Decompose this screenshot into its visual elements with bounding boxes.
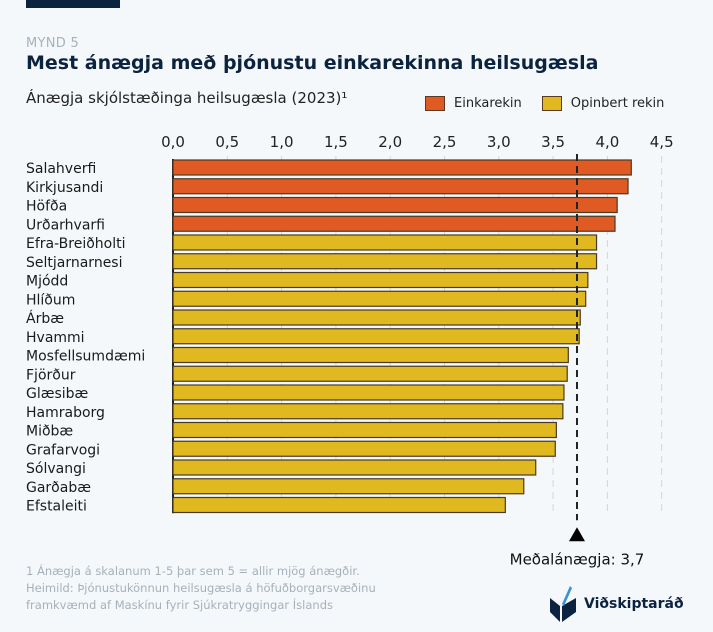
category-label: Árbæ (26, 310, 64, 327)
bar-h-f-a (172, 196, 618, 214)
category-label: Efra-Breiðholti (26, 236, 126, 252)
bars (172, 159, 632, 514)
category-label: Höfða (26, 199, 67, 215)
category-label: Hvammi (26, 330, 85, 346)
brand-top-bar (26, 0, 120, 8)
x-tick-label: 2,0 (378, 133, 402, 151)
category-label: Garðabæ (26, 480, 91, 496)
legend-label-einkarekin: Einkarekin (454, 96, 522, 111)
average-reference: Meðalánægja: 3,7 (510, 154, 645, 568)
x-tick-label: 3,0 (487, 133, 511, 151)
vidskiptarad-logo-icon (550, 586, 576, 622)
chart-subtitle: Ánægja skjólstæðinga heilsugæsla (2023)¹ (26, 89, 348, 107)
x-axis-ticks: 0,0 0,5 1,0 1,5 2,0 2,5 3,0 3,5 4,0 4,5 (161, 133, 674, 151)
bar--rb- (172, 309, 581, 326)
legend: Einkarekin Opinbert rekin (425, 96, 684, 111)
x-tick-label: 1,0 (270, 133, 294, 151)
bar-mosfellsumd-mi (172, 346, 569, 364)
category-label: Sólvangi (26, 461, 86, 477)
bar-fj-r-ur (172, 365, 568, 382)
legend-item-einkarekin: Einkarekin (425, 96, 522, 111)
legend-swatch-einkarekin (425, 96, 445, 111)
bar-gl-sib- (172, 384, 565, 401)
bar-mj-dd (172, 271, 589, 289)
footnote-source-line-2: Heimild: Þjónustukönnun heilsugæsla á hö… (26, 581, 376, 595)
x-tick-label: 0,0 (161, 133, 185, 151)
category-label: Grafarvogi (26, 442, 100, 458)
footnote-line-1: 1 Ánægja á skalanum 1-5 þar sem 5 = alli… (26, 564, 360, 578)
x-tick-label: 4,5 (650, 133, 674, 151)
figure-label: MYND 5 (26, 36, 80, 51)
bar-s-lvangi (172, 459, 537, 476)
category-label: Seltjarnarnesi (26, 255, 123, 271)
category-label: Miðbæ (26, 424, 73, 440)
category-labels: Salahverfi Kirkjusandi Höfða Urðarhvarfi Efr… (26, 161, 145, 515)
bar-salahverfi (172, 159, 632, 176)
chart-title: Mest ánægja með þjónustu einkarekinna he… (26, 52, 599, 74)
footnote-source-line-3: framkvæmd af Maskínu fyrir Sjúkratryggin… (26, 598, 333, 612)
category-label: Hamraborg (26, 405, 105, 421)
category-label: Mosfellsumdæmi (26, 349, 145, 365)
category-label: Urðarhvarfi (26, 217, 105, 233)
bar-hl-um (172, 290, 587, 307)
x-tick-label: 2,5 (433, 133, 457, 151)
category-label: Hlíðum (26, 292, 75, 308)
bar-gar-ab- (172, 478, 525, 495)
average-label: Meðalánægja: 3,7 (510, 550, 645, 568)
average-marker-icon (568, 527, 585, 542)
footnote: 1 Ánægja á skalanum 1-5 þar sem 5 = alli… (26, 563, 376, 614)
category-label: Efstaleiti (26, 499, 87, 515)
category-label: Glæsibæ (26, 386, 89, 402)
logo-text: Viðskiptaráð (584, 596, 684, 612)
legend-item-opinbert: Opinbert rekin (541, 96, 665, 111)
bar-hvammi (172, 328, 580, 345)
bar-grafarvogi (172, 440, 556, 457)
bar-seltjarnarnesi (172, 253, 598, 270)
x-tick-label: 0,5 (215, 133, 239, 151)
x-tick-label: 3,5 (541, 133, 565, 151)
category-label: Salahverfi (26, 161, 96, 177)
bar-ur-arhvarfi (172, 215, 616, 232)
bar-mi-b- (172, 421, 557, 439)
bar-kirkjusandi (172, 178, 629, 195)
vidskiptarad-logo: Viðskiptaráð (548, 584, 684, 624)
bar-efstaleiti (172, 496, 506, 514)
bar-efra-brei-holti (172, 234, 598, 251)
category-label: Kirkjusandi (26, 180, 103, 196)
x-tick-label: 1,5 (324, 133, 348, 151)
legend-swatch-opinbert (541, 96, 562, 111)
legend-label-opinbert: Opinbert rekin (570, 96, 665, 111)
category-label: Fjörður (26, 367, 76, 383)
x-tick-label: 4,0 (595, 133, 619, 151)
bar-hamraborg (172, 403, 564, 420)
category-label: Mjódd (26, 274, 68, 290)
